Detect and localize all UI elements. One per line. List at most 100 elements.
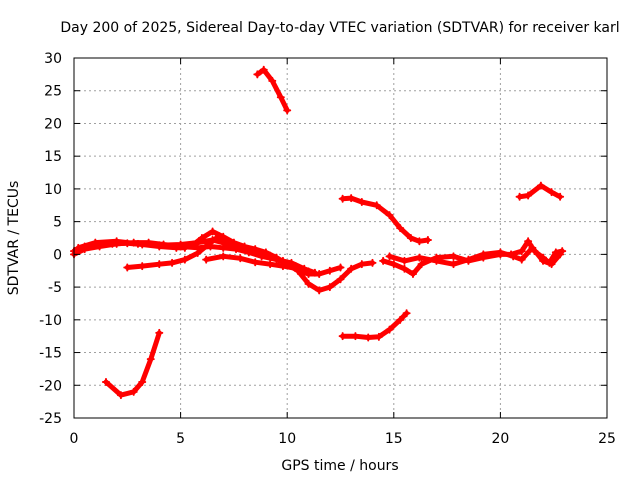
data-point-track-k: [524, 191, 533, 200]
data-point-track-e: [138, 378, 147, 386]
data-point-track-j: [400, 256, 409, 265]
y-tick-labels: -25 -20 -15 -10 -5 0 5 10 15 20 25 30: [39, 51, 62, 427]
data-point-track-f: [276, 93, 285, 102]
data-point-track-e: [146, 355, 155, 364]
grid-lines: [74, 58, 607, 418]
data-point-track-f: [259, 65, 268, 74]
data-point-track-i: [389, 260, 398, 269]
y-tick-label: -20: [39, 378, 62, 394]
data-point-track-j: [496, 248, 505, 257]
data-point-track-a: [325, 266, 334, 275]
data-point-track-l: [223, 239, 232, 248]
data-point-track-e: [155, 328, 164, 337]
series-track-e: [103, 330, 162, 398]
data-point-track-j: [547, 260, 556, 269]
data-point-track-c: [155, 260, 164, 269]
data-point-track-l: [257, 249, 266, 258]
data-point-track-i: [449, 252, 458, 261]
data-point-track-l: [240, 245, 249, 254]
data-point-track-l: [74, 243, 83, 252]
data-point-track-l: [291, 262, 300, 271]
data-point-track-d: [236, 254, 245, 263]
x-tick-label: 0: [70, 431, 79, 447]
y-axis-label: SDTVAR / TECUs: [6, 181, 22, 296]
data-point-track-j: [464, 255, 473, 264]
data-point-track-a: [336, 263, 345, 272]
data-point-track-e: [129, 387, 138, 396]
data-series-group: [70, 65, 567, 400]
data-point-track-j: [479, 250, 488, 259]
data-point-track-h: [351, 332, 360, 341]
data-point-track-l: [91, 238, 100, 247]
data-point-track-g: [385, 211, 394, 220]
y-tick-label: -15: [39, 346, 62, 362]
data-point-track-c: [336, 275, 345, 284]
y-tick-label: 0: [53, 247, 62, 263]
data-point-track-h: [402, 309, 411, 318]
data-point-track-c: [138, 262, 147, 271]
x-tick-label: 15: [385, 431, 403, 447]
y-tick-label: 25: [44, 84, 62, 100]
data-point-track-g: [357, 198, 366, 206]
data-point-track-j: [517, 255, 526, 264]
data-point-track-g: [338, 194, 347, 203]
data-point-track-d: [219, 252, 228, 261]
data-point-track-l: [133, 239, 142, 248]
x-tick-label: 5: [176, 431, 185, 447]
data-point-track-i: [551, 248, 560, 257]
plot-frame: [73, 57, 608, 419]
data-point-track-l: [208, 235, 217, 244]
y-tick-label: 10: [44, 182, 62, 198]
data-point-track-j: [415, 253, 424, 262]
data-point-track-g: [372, 201, 381, 210]
data-point-track-i: [524, 237, 533, 246]
data-point-track-k: [547, 188, 556, 197]
data-point-track-g: [415, 237, 424, 246]
data-point-track-c: [315, 286, 324, 295]
data-point-track-c: [357, 260, 366, 269]
y-tick-label: -25: [39, 411, 62, 427]
data-point-track-d: [266, 260, 275, 269]
data-point-track-j: [449, 260, 458, 269]
data-point-track-c: [193, 249, 202, 258]
data-point-track-l: [112, 237, 121, 246]
data-point-track-i: [408, 270, 417, 278]
data-point-track-f: [283, 106, 292, 115]
data-point-track-c: [347, 264, 356, 273]
data-point-track-g: [396, 224, 405, 233]
y-tick-label: 5: [53, 215, 62, 231]
y-tick-label: -10: [39, 313, 62, 329]
data-point-track-l: [155, 241, 164, 250]
data-point-track-j: [539, 256, 548, 265]
data-point-track-l: [176, 240, 185, 249]
data-point-track-j: [556, 250, 565, 259]
data-point-track-l: [304, 267, 313, 276]
data-point-track-e: [101, 378, 110, 386]
data-point-track-c: [168, 258, 177, 267]
data-point-track-j: [528, 243, 537, 252]
data-point-track-c: [180, 255, 189, 264]
data-point-track-a: [315, 270, 324, 278]
data-point-track-g: [423, 235, 432, 244]
data-point-track-g: [347, 194, 356, 203]
y-tick-label: 20: [44, 116, 62, 132]
data-point-track-b: [219, 243, 228, 252]
y-tick-label: -5: [48, 280, 62, 296]
data-point-track-i: [379, 256, 388, 265]
data-point-track-d: [202, 255, 211, 264]
data-point-track-c: [214, 232, 223, 241]
data-point-track-k: [536, 181, 545, 190]
data-point-track-c: [368, 258, 377, 267]
data-point-track-c: [325, 283, 334, 292]
y-tick-label: 30: [44, 51, 62, 67]
data-point-track-g: [406, 234, 415, 242]
data-point-track-l: [274, 256, 283, 265]
data-point-track-c: [123, 263, 132, 272]
data-point-track-f: [268, 76, 277, 85]
data-point-track-j: [432, 256, 441, 265]
data-point-track-f: [253, 70, 262, 79]
y-tick-label: 15: [44, 149, 62, 165]
chart-title: Day 200 of 2025, Sidereal Day-to-day VTE…: [60, 20, 619, 36]
data-point-track-b: [310, 268, 319, 277]
